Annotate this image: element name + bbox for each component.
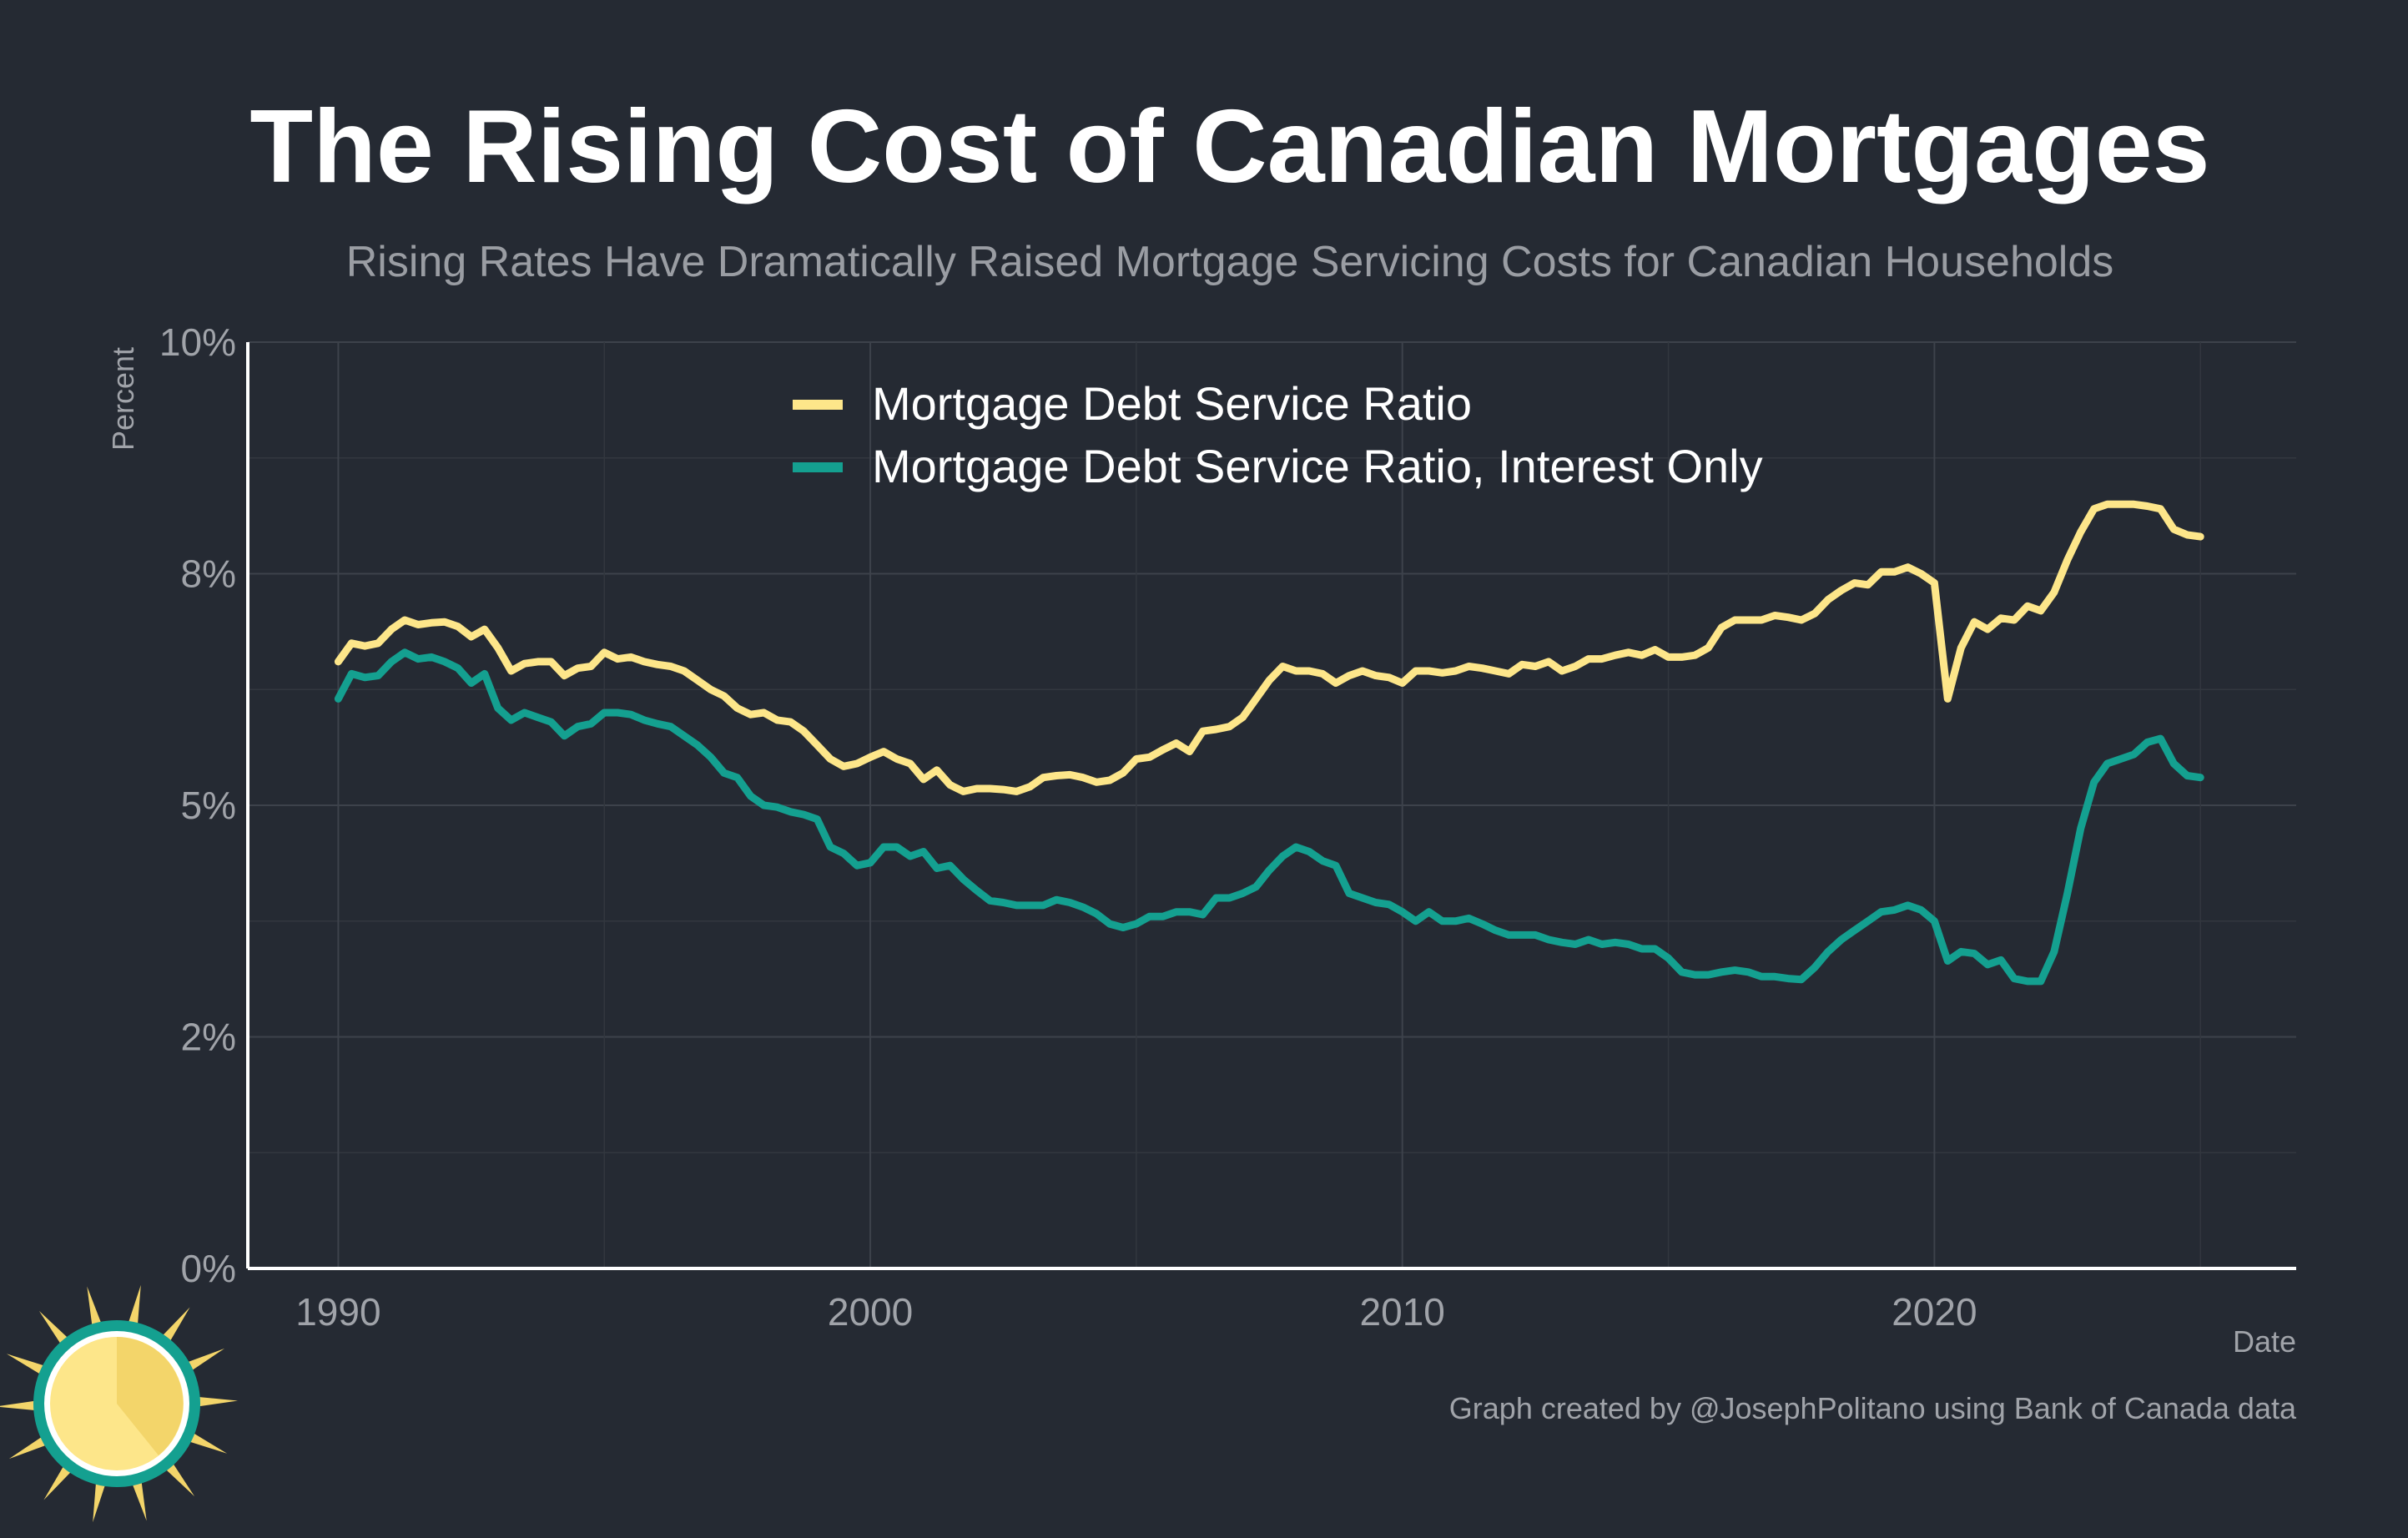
series-line-total [334, 500, 2204, 795]
y-tick-label: 2% [181, 1016, 236, 1059]
y-axis-title: Percent [106, 347, 140, 451]
x-tick-label: 2010 [1360, 1290, 1445, 1334]
sun-logo-icon [0, 1284, 238, 1523]
source-caption: Graph created by @JosephPolitano using B… [1449, 1391, 2297, 1425]
chart-title: The Rising Cost of Canadian Mortgages [249, 89, 2209, 204]
x-tick-label: 2000 [828, 1290, 913, 1334]
x-axis-title: Date [2233, 1324, 2296, 1359]
y-tick-label: 0% [181, 1247, 236, 1290]
series-line-interest-only [334, 648, 2204, 986]
grid-lines [248, 341, 2296, 1268]
tick-labels: 0% 2% 5% 8% 10% 1990 2000 2010 2020 [159, 320, 1977, 1334]
legend: Mortgage Debt Service Ratio Mortgage Deb… [793, 377, 1763, 492]
x-tick-label: 1990 [295, 1290, 380, 1334]
sun-logo-shade [117, 1337, 184, 1455]
x-tick-label: 2020 [1892, 1290, 1977, 1334]
chart-subtitle: Rising Rates Have Dramatically Raised Mo… [346, 238, 2114, 286]
legend-label-total: Mortgage Debt Service Ratio [872, 377, 1472, 430]
series-lines [334, 500, 2204, 986]
legend-label-interest-only: Mortgage Debt Service Ratio, Interest On… [872, 440, 1763, 492]
y-tick-label: 5% [181, 784, 236, 827]
y-tick-label: 10% [159, 320, 236, 364]
y-tick-label: 8% [181, 552, 236, 596]
